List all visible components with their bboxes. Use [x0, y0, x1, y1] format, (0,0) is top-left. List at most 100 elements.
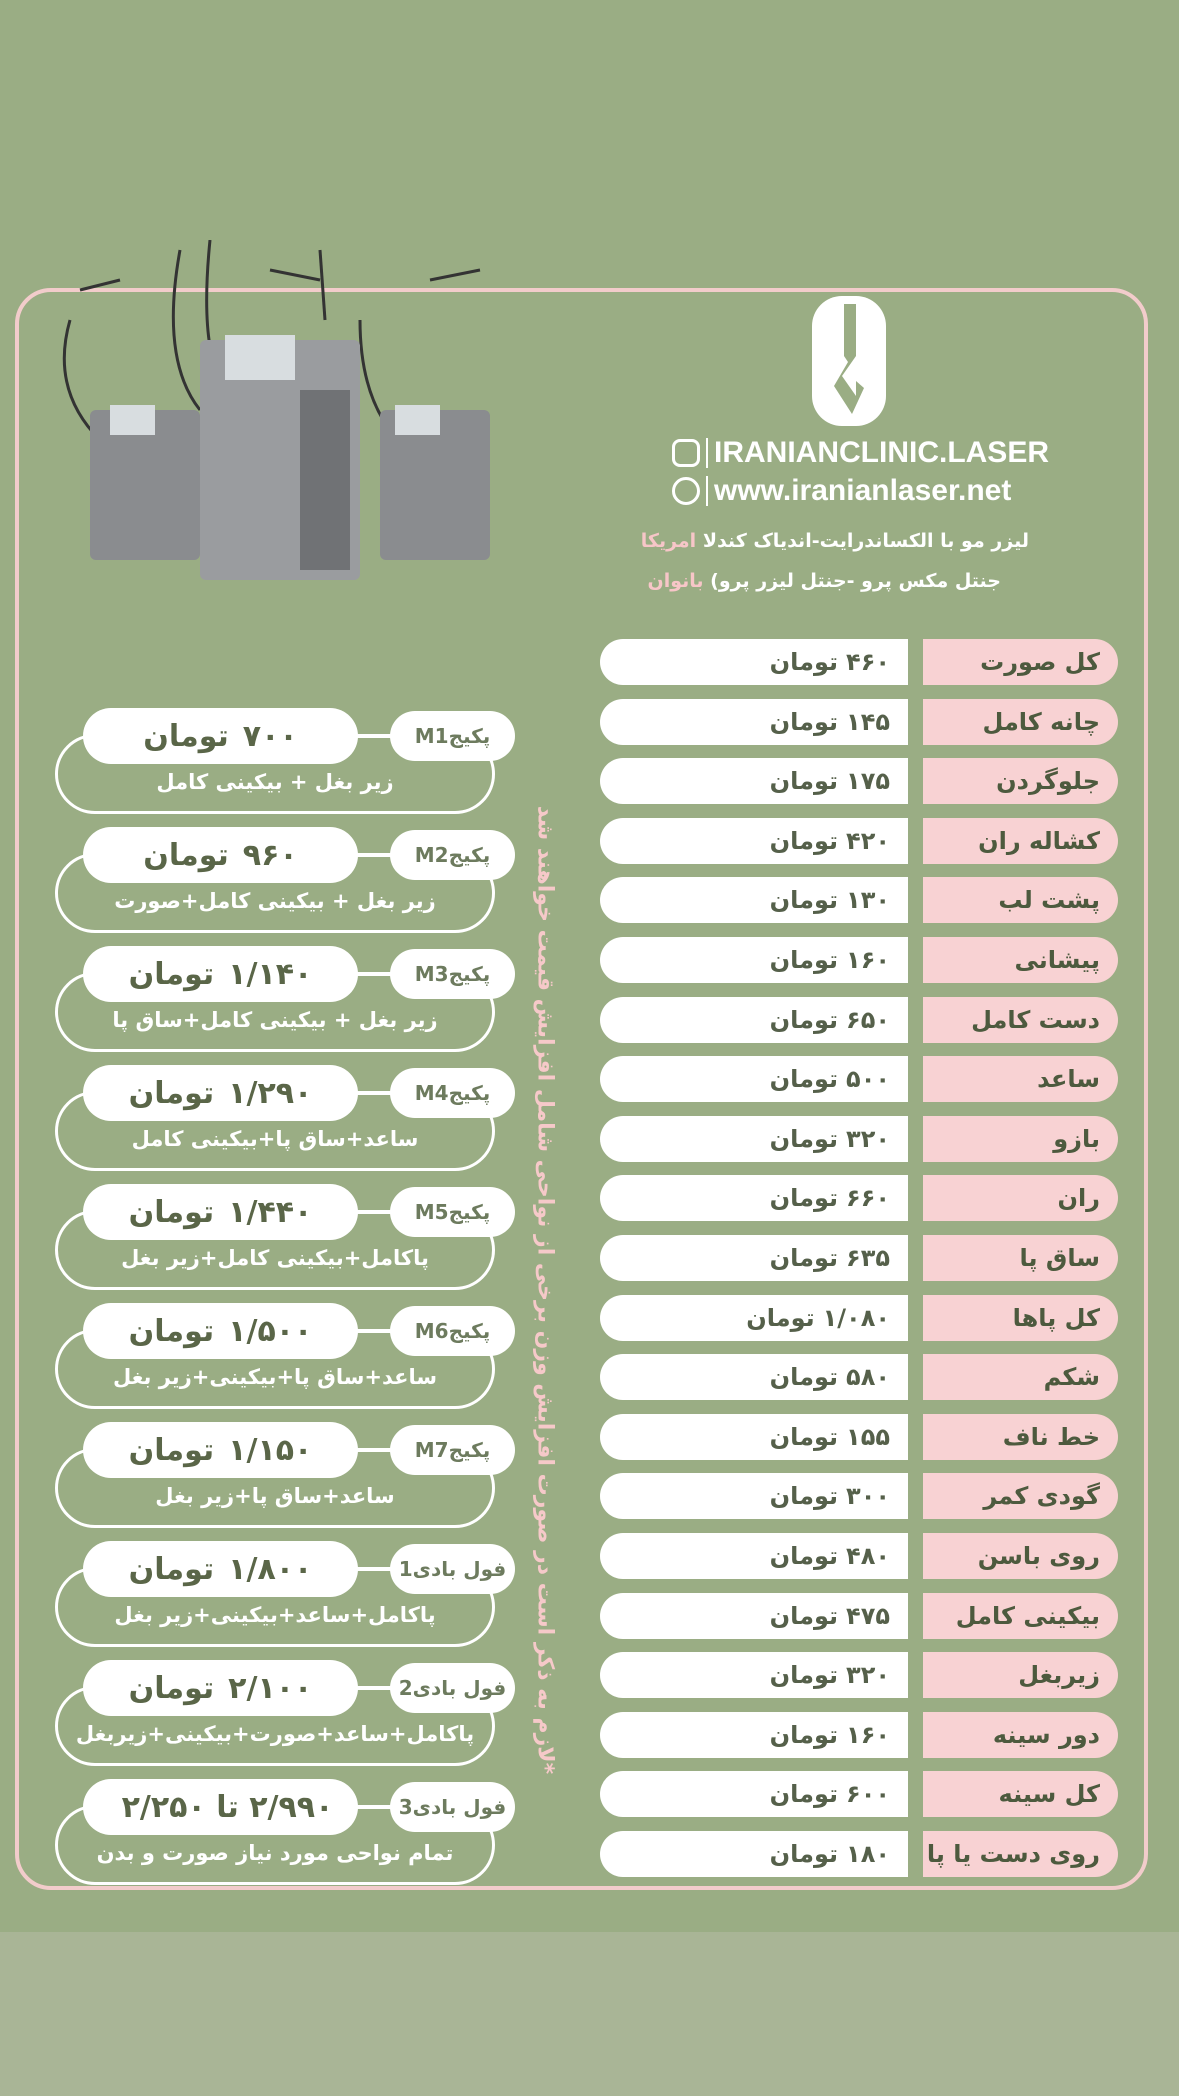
- price-amount: ۱۶۰: [846, 1720, 890, 1749]
- price-value: ۱۷۵ تومان: [600, 758, 908, 805]
- price-amount: ۵۰۰: [846, 1065, 890, 1094]
- package-amount: ۲/۱۰۰: [228, 1670, 313, 1706]
- connector: [355, 1806, 395, 1809]
- website-link[interactable]: www.iranianlaser.net: [672, 474, 1011, 508]
- connector: [355, 854, 395, 857]
- price-row: کل پاها ۱/۰۸۰ تومان: [600, 1294, 1118, 1341]
- price-amount: ۱۳۰: [846, 886, 890, 915]
- package-card: ۲/۱۰۰ تومان فول بادی2 پاکامل+ساعد+صورت+بی…: [55, 1660, 515, 1768]
- package-amount: ۱/۱۴۰: [228, 956, 313, 992]
- package-description: پاکامل+ساعد+صورت+بیکینی+زیربغل: [75, 1722, 475, 1746]
- package-card: ۱/۱۴۰ تومان پکیجM3 زیر بغل + بیکینی کامل+…: [55, 946, 515, 1054]
- price-amount: ۴۶۰: [846, 648, 890, 676]
- price-row: بیکینی کامل ۴۷۵ تومان: [600, 1592, 1118, 1639]
- price-value: ۶۵۰ تومان: [600, 996, 908, 1043]
- package-card: ۱/۸۰۰ تومان فول بادی1 پاکامل+ساعد+بیکینی+…: [55, 1541, 515, 1649]
- price-row: پیشانی ۱۶۰ تومان: [600, 937, 1118, 983]
- instagram-handle[interactable]: IRANIANCLINIC.LASER: [672, 436, 1049, 470]
- area-label: کل سینه: [923, 1771, 1118, 1818]
- package-amount: ۱/۵۰۰: [228, 1313, 313, 1349]
- package-description: ساعد+ساق پا+بیکینی کامل: [131, 1127, 419, 1151]
- currency-label: تومان: [769, 886, 839, 915]
- package-price: ۱/۱۵۰ تومان: [83, 1422, 358, 1478]
- area-label: ران: [923, 1175, 1118, 1222]
- package-description: ساعد+ساق پا+زیر بغل: [155, 1484, 395, 1508]
- package-price: ۱/۵۰۰ تومان: [83, 1303, 358, 1359]
- package-unit: تومان: [143, 837, 229, 873]
- package-amount: ۱/۱۵۰: [228, 1432, 313, 1468]
- price-amount: ۳۰۰: [846, 1482, 890, 1511]
- price-row: زیربغل ۳۲۰ تومان: [600, 1652, 1118, 1699]
- price-row: دست کامل ۶۵۰ تومان: [600, 996, 1118, 1043]
- price-value: ۱۸۰ تومان: [600, 1831, 908, 1877]
- package-name: پکیجM3: [390, 949, 515, 999]
- currency-label: تومان: [769, 1661, 839, 1690]
- currency-label: تومان: [769, 826, 839, 855]
- laser-machines-image: [62, 240, 490, 580]
- currency-label: تومان: [769, 707, 839, 736]
- package-description: زیر بغل + بیکینی کامل+ساق پا: [112, 1008, 438, 1032]
- area-label: کل پاها: [923, 1294, 1118, 1341]
- price-row: کل صورت ۴۶۰ تومان: [600, 639, 1118, 685]
- price-row: روی باسن ۴۸۰ تومان: [600, 1533, 1118, 1579]
- area-label: ساق پا: [923, 1235, 1118, 1281]
- connector: [355, 1449, 395, 1452]
- price-amount: ۱۸۰: [846, 1840, 890, 1868]
- price-amount: ۵۸۰: [846, 1363, 890, 1392]
- package-amount: ۱/۸۰۰: [228, 1551, 313, 1587]
- area-label: چانه کامل: [923, 698, 1118, 745]
- package-description: تمام نواحی مورد نیاز صورت و بدن: [96, 1841, 454, 1865]
- currency-label: تومان: [769, 1840, 839, 1868]
- area-label: گودی کمر: [923, 1473, 1118, 1520]
- package-name: فول بادی1: [390, 1544, 515, 1594]
- connector: [355, 1687, 395, 1690]
- currency-label: تومان: [769, 1363, 839, 1392]
- area-label: روی باسن: [923, 1533, 1118, 1579]
- price-value: ۶۳۵ تومان: [600, 1235, 908, 1281]
- price-row: کل سینه ۶۰۰ تومان: [600, 1771, 1118, 1818]
- package-card: ۷۰۰ تومان پکیجM1 زیر بغل + بیکینی کامل: [55, 708, 515, 816]
- package-amount: ۱/۲۹۰: [228, 1075, 313, 1111]
- package-price: ۹۶۰ تومان: [83, 827, 358, 883]
- package-card: ۱/۲۹۰ تومان پکیجM4 ساعد+ساق پا+بیکینی کام…: [55, 1065, 515, 1173]
- package-amount: ۱/۴۴۰: [228, 1194, 313, 1230]
- area-label: شکم: [923, 1354, 1118, 1401]
- package-amount: ۷۰۰: [242, 718, 298, 754]
- price-row: جلوگردن ۱۷۵ تومان: [600, 758, 1118, 805]
- connector: [355, 1568, 395, 1571]
- area-label: خط ناف: [923, 1413, 1118, 1460]
- price-value: ۳۲۰ تومان: [600, 1115, 908, 1162]
- price-value: ۴۷۵ تومان: [600, 1592, 908, 1639]
- price-value: ۴۸۰ تومان: [600, 1533, 908, 1579]
- package-unit: تومان: [128, 1432, 215, 1468]
- currency-label: تومان: [769, 1065, 839, 1094]
- package-name: فول بادی2: [390, 1663, 515, 1713]
- price-amount: ۱۵۵: [846, 1422, 890, 1451]
- package-price: ۲/۱۰۰ تومان: [83, 1660, 358, 1716]
- price-amount: ۴۲۰: [846, 826, 890, 855]
- currency-label: تومان: [769, 1422, 839, 1451]
- package-description: پاکامل+ساعد+بیکینی+زیر بغل: [114, 1603, 436, 1627]
- currency-label: تومان: [769, 1005, 839, 1034]
- price-row: پشت لب ۱۳۰ تومان: [600, 877, 1118, 924]
- price-amount: ۱۴۵: [846, 707, 890, 736]
- price-value: ۱/۰۸۰ تومان: [600, 1294, 908, 1341]
- package-card: ۱/۴۴۰ تومان پکیجM5 پاکامل+بیکینی کامل+زیر…: [55, 1184, 515, 1292]
- price-value: ۵۸۰ تومان: [600, 1354, 908, 1401]
- package-name: پکیجM2: [390, 830, 515, 880]
- connector: [355, 973, 395, 976]
- subtitle-line-2: جنتل مکس پرو -جنتل لیزر پرو) بانوان: [647, 570, 1002, 592]
- price-amount: ۳۲۰: [846, 1124, 890, 1153]
- price-row: روی دست یا پا ۱۸۰ تومان: [600, 1831, 1118, 1877]
- package-unit: تومان: [128, 1313, 215, 1349]
- package-price: ۷۰۰ تومان: [83, 708, 358, 764]
- package-card: ۱/۱۵۰ تومان پکیجM7 ساعد+ساق پا+زیر بغل: [55, 1422, 515, 1530]
- currency-label: تومان: [769, 1601, 839, 1630]
- area-label: ساعد: [923, 1056, 1118, 1103]
- package-description: پاکامل+بیکینی کامل+زیر بغل: [121, 1246, 429, 1270]
- package-description: زیر بغل + بیکینی کامل: [156, 770, 394, 794]
- currency-label: تومان: [769, 648, 839, 676]
- price-amount: ۶۵۰: [846, 1005, 890, 1034]
- package-name: پکیجM1: [390, 711, 515, 761]
- connector: [355, 735, 395, 738]
